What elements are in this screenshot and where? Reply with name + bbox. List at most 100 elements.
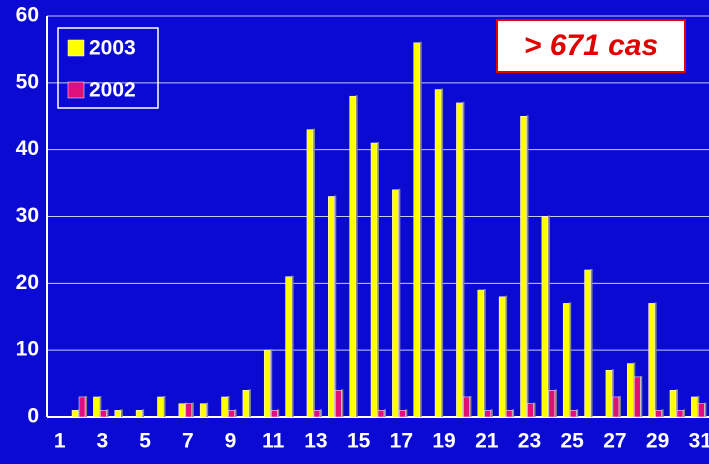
bar [335,390,342,418]
bar [392,189,399,418]
bar-side [462,101,465,417]
bar [520,116,527,418]
bar [477,289,485,418]
bar [627,363,634,418]
x-tick-label: 15 [347,430,371,453]
x-tick-label: 3 [97,430,109,453]
bar [185,403,193,418]
bar [612,396,620,418]
bar [634,376,641,418]
bar-side [640,375,643,417]
bar [498,296,506,418]
bar [413,42,420,418]
x-tick-label: 29 [646,430,669,453]
bar [655,410,662,418]
bar-side [704,402,707,417]
x-tick-label: 7 [182,430,194,453]
bar-side [291,275,294,417]
bar-side [590,268,593,417]
bar [456,102,463,418]
x-tick-label: 31 [689,430,709,453]
bar [100,410,107,418]
bar-side [227,395,230,417]
y-tick-label: 0 [27,405,39,428]
bar-side [163,395,166,417]
bar [548,390,556,418]
bar [178,403,186,418]
x-tick-label: 1 [54,430,66,453]
bar-side [483,289,486,417]
y-tick-label: 40 [16,137,39,160]
bar-side [312,128,315,417]
bar [370,142,378,418]
bar [377,410,385,418]
bar-side [377,141,379,417]
bar-side [334,195,337,417]
bar [221,396,228,418]
bar-side [526,115,529,417]
bar-side [618,395,621,417]
x-tick-label: 19 [432,430,455,453]
bar-side [611,369,614,417]
bar-side [277,409,280,417]
bar [306,129,314,418]
bar [78,396,86,418]
bar-side [319,409,322,417]
bar-side [355,95,358,417]
bar [648,303,655,418]
bar-side [341,389,344,417]
y-tick-label: 30 [16,204,39,227]
bar [242,390,250,418]
x-tick-label: 13 [304,430,327,453]
bar [349,95,356,418]
bar-side [661,409,664,417]
bar [434,89,442,418]
bar-side [106,409,109,417]
legend-label: 2003 [89,37,136,60]
x-tick-label: 21 [475,430,499,453]
y-tick-label: 50 [16,70,39,93]
bar [270,410,278,418]
bar [669,390,677,418]
x-tick-label: 23 [518,430,541,453]
bar [584,269,591,418]
x-tick-label: 5 [139,430,151,453]
bar-side [441,88,444,418]
x-tick-label: 17 [390,430,413,453]
bar [199,403,207,418]
bar [691,396,698,418]
bar-side [398,188,401,417]
x-tick-label: 9 [225,430,237,453]
x-tick-label: 27 [603,430,626,453]
bar [114,410,121,418]
bar [328,196,335,418]
bar [541,216,549,418]
bar [135,410,143,418]
bar-side [505,295,508,417]
bar-side [234,409,237,417]
bar-side [654,302,657,417]
bar [569,410,577,418]
bar-side [191,402,194,417]
x-tick-label: 11 [262,430,285,453]
bar [562,303,570,418]
bar-side [419,41,422,417]
bar-side [142,409,145,417]
bar [399,410,406,418]
bar [527,403,534,418]
bar-side [554,389,557,417]
y-tick-label: 10 [16,338,39,361]
y-tick-label: 20 [16,271,39,294]
annotation: > 671 cas [524,29,658,62]
bar [93,396,100,418]
bar-side [576,409,579,417]
bar-side [384,409,386,417]
legend-label: 2002 [89,79,136,102]
bar [228,410,235,418]
bar [263,349,271,418]
bar-side [547,215,550,417]
bar-side [512,409,515,417]
bar [505,410,513,418]
